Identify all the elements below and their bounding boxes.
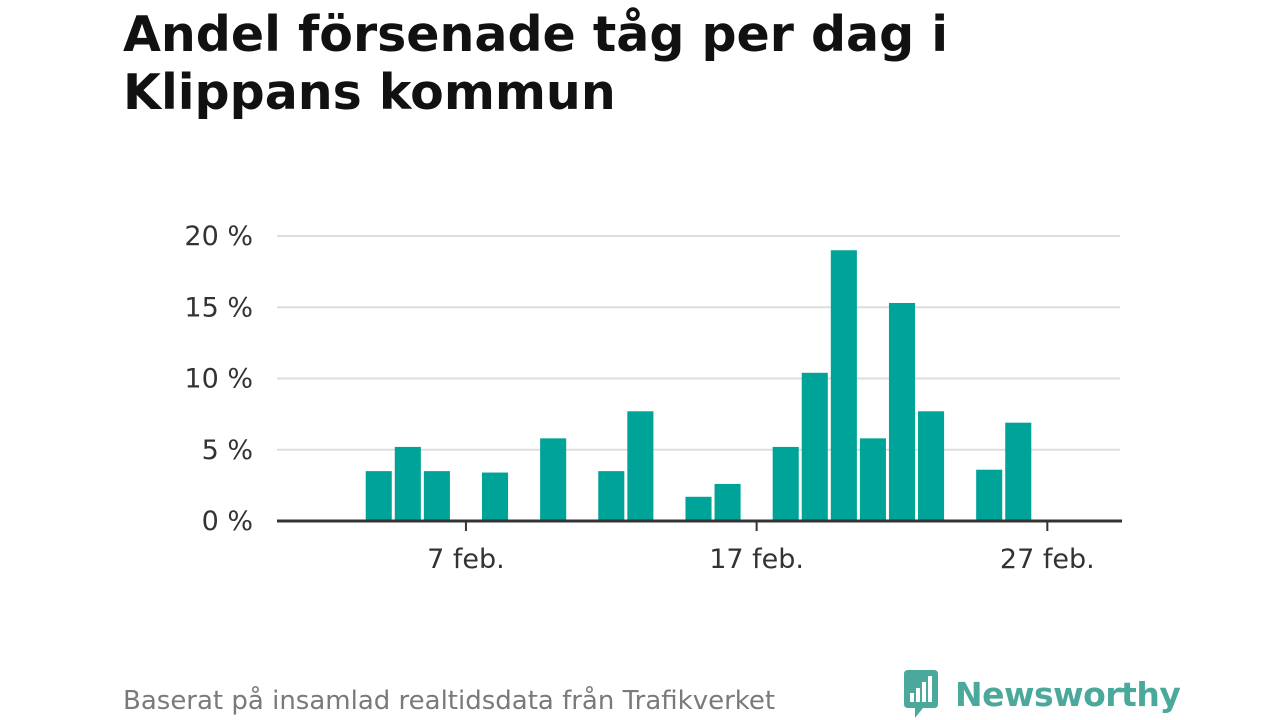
bar-2024-02-05 [394, 446, 421, 521]
axes [277, 519, 1122, 531]
bar-2024-02-22 [888, 302, 916, 521]
bar-2024-02-26 [1005, 422, 1032, 521]
bar-2024-02-16 [714, 483, 741, 521]
y-tick-label: 5 % [202, 435, 253, 466]
bar-2024-02-12 [598, 471, 625, 521]
brand-logo[interactable]: Newsworthy [901, 668, 1181, 720]
x-tick-label: 7 feb. [427, 544, 505, 575]
bar-2024-02-04 [365, 471, 392, 521]
gridlines [277, 235, 1120, 451]
y-tick-label: 15 % [184, 292, 253, 323]
bar-2024-02-19 [801, 372, 828, 521]
newsworthy-logo-icon [904, 670, 938, 718]
y-tick-label: 10 % [184, 364, 253, 395]
bar-2024-02-21 [859, 438, 886, 521]
bar-chart: 0 % 5 % 10 % 15 % 20 % 7 feb. 17 feb. 27 feb. [184, 221, 1122, 575]
source-note: Baserat på insamlad realtidsdata från Tr… [123, 686, 776, 716]
bar-2024-02-10 [540, 438, 567, 521]
bar-2024-02-20 [830, 250, 857, 521]
chart-title: Andel försenade tåg per dag i Klippans k… [123, 6, 949, 121]
bars [365, 250, 1032, 521]
x-tick-label: 17 feb. [709, 544, 804, 575]
bar-2024-02-08 [481, 472, 509, 521]
bar-2024-02-15 [685, 496, 712, 521]
bar-2024-02-18 [772, 446, 799, 521]
bar-2024-02-06 [423, 471, 450, 521]
bar-2024-02-23 [918, 411, 945, 521]
brand-name: Newsworthy [955, 674, 1181, 714]
tick-labels: 0 % 5 % 10 % 15 % 20 % 7 feb. 17 feb. 27 feb. [184, 221, 1094, 575]
bar-2024-02-13 [627, 411, 654, 521]
y-tick-label: 20 % [184, 221, 253, 252]
y-tick-label: 0 % [202, 506, 253, 537]
x-tick-label: 27 feb. [1000, 544, 1095, 575]
bar-2024-02-25 [976, 469, 1003, 521]
